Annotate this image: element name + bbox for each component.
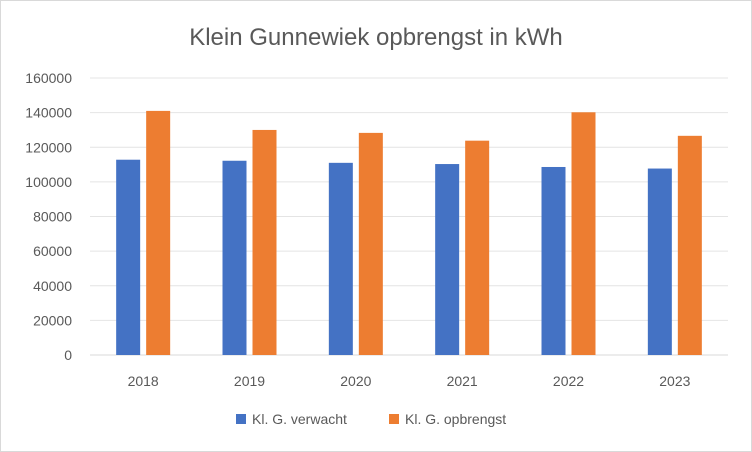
y-tick-label: 20000: [33, 312, 72, 328]
bars: [116, 110, 702, 355]
y-tick-label: 40000: [33, 278, 72, 294]
y-tick-label: 60000: [33, 243, 72, 259]
bar-2018-verwacht: [116, 159, 141, 355]
y-tick-label: 100000: [25, 174, 72, 190]
x-tick-label: 2022: [553, 373, 584, 389]
bar-2018-opbrengst: [146, 110, 171, 355]
bar-2023-opbrengst: [677, 135, 702, 355]
bar-2022-opbrengst: [571, 112, 596, 355]
legend-swatch: [236, 414, 246, 424]
legend: Kl. G. verwacht Kl. G. opbrengst: [236, 411, 506, 427]
bar-2022-verwacht: [541, 166, 566, 355]
bar-2023-verwacht: [647, 168, 672, 355]
legend-label: Kl. G. verwacht: [252, 411, 347, 427]
legend-label: Kl. G. opbrengst: [405, 411, 506, 427]
bar-2019-verwacht: [222, 160, 247, 355]
x-tick-label: 2020: [340, 373, 371, 389]
chart-title: Klein Gunnewiek opbrengst in kWh: [189, 24, 563, 51]
x-tick-label: 2019: [234, 373, 265, 389]
y-tick-label: 0: [64, 347, 72, 363]
bar-2021-opbrengst: [465, 140, 490, 355]
y-tick-label: 140000: [25, 105, 72, 121]
bar-2020-opbrengst: [358, 132, 383, 355]
x-tick-label: 2023: [659, 373, 690, 389]
x-tick-label: 2021: [447, 373, 478, 389]
gridlines: [90, 77, 728, 356]
x-axis-ticks: 2018 2019 2020 2021 2022 2023: [128, 373, 691, 389]
x-tick-label: 2018: [128, 373, 159, 389]
y-tick-label: 120000: [25, 139, 72, 155]
y-tick-label: 160000: [25, 70, 72, 86]
y-axis-ticks: 0 20000 40000 60000 80000 100000 120000 140000 1…: [25, 70, 72, 363]
legend-swatch: [389, 414, 399, 424]
bar-2020-verwacht: [328, 162, 353, 355]
bar-2019-opbrengst: [252, 129, 277, 355]
bar-2021-verwacht: [435, 164, 460, 355]
y-tick-label: 80000: [33, 209, 72, 225]
